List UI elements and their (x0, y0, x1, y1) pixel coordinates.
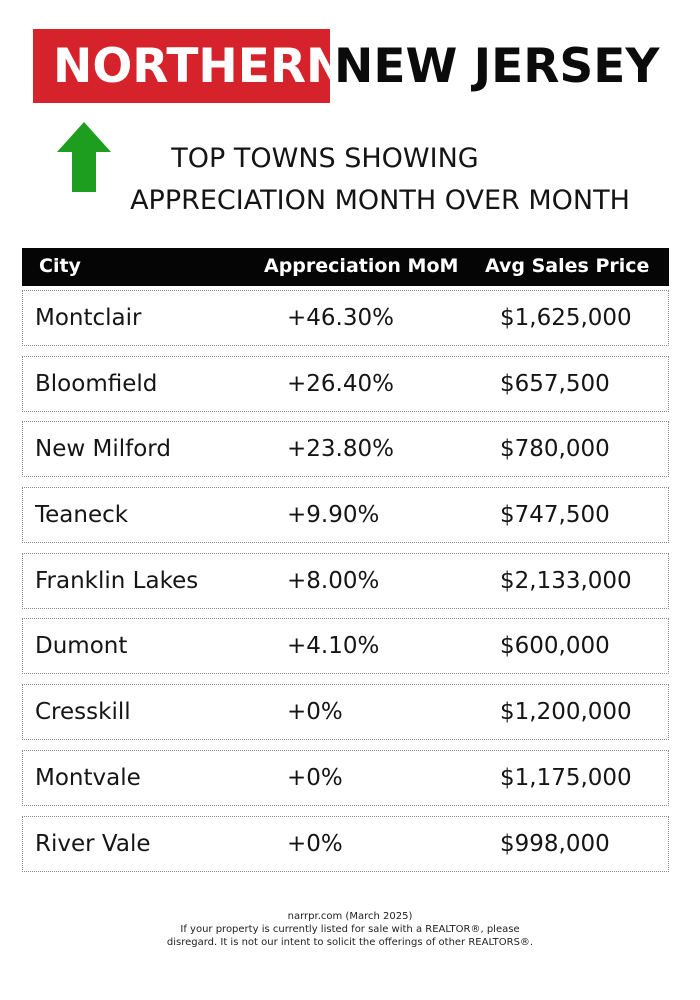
table-row: Cresskill +0% $1,200,000 (22, 684, 669, 741)
cell-price: $998,000 (500, 830, 610, 857)
cell-price: $657,500 (500, 370, 610, 397)
cell-appreciation: +8.00% (287, 567, 380, 594)
subtitle-line-1: TOP TOWNS SHOWING (171, 143, 479, 174)
table-row: Bloomfield +26.40% $657,500 (22, 355, 669, 412)
table-header: City Appreciation MoM Avg Sales Price (22, 248, 669, 286)
cell-appreciation: +4.10% (287, 633, 380, 660)
cell-appreciation: +46.30% (287, 305, 394, 331)
table-row: New Milford +23.80% $780,000 (22, 421, 669, 478)
table-row: Teaneck +9.90% $747,500 (22, 487, 669, 544)
cell-city: Bloomfield (35, 370, 158, 397)
table-row: Franklin Lakes +8.00% $2,133,000 (22, 552, 669, 609)
cell-city: River Vale (35, 830, 151, 857)
cell-price: $780,000 (500, 436, 610, 463)
table-row: Dumont +4.10% $600,000 (22, 618, 669, 675)
cell-price: $1,175,000 (500, 764, 632, 791)
cell-city: Montclair (35, 305, 142, 331)
table-row: Montclair +46.30% $1,625,000 (22, 290, 669, 346)
cell-appreciation: +0% (287, 830, 343, 857)
cell-appreciation: +9.90% (287, 502, 380, 529)
cell-price: $2,133,000 (500, 567, 632, 594)
footer: narrpr.com (March 2025) If your property… (100, 910, 600, 949)
page-title: NORTHERN NEW JERSEY (33, 29, 659, 103)
cell-city: New Milford (35, 436, 171, 463)
cell-appreciation: +0% (287, 764, 343, 791)
header-appreciation: Appreciation MoM (264, 255, 459, 277)
footer-disclaimer-line-1: If your property is currently listed for… (180, 924, 520, 935)
cell-appreciation: +0% (287, 699, 343, 726)
cell-city: Montvale (35, 764, 141, 791)
table-row: Montvale +0% $1,175,000 (22, 749, 669, 806)
cell-city: Cresskill (35, 699, 131, 726)
cell-city: Dumont (35, 633, 128, 660)
cell-price: $1,625,000 (500, 305, 632, 331)
cell-appreciation: +23.80% (287, 436, 394, 463)
title-highlight: NORTHERN (33, 29, 345, 103)
table-body: Montclair +46.30% $1,625,000 Bloomfield … (22, 290, 669, 881)
cell-price: $600,000 (500, 633, 610, 660)
footer-source: narrpr.com (March 2025) (287, 911, 413, 922)
green-up-arrow-icon (57, 122, 111, 192)
cell-city: Teaneck (35, 502, 129, 529)
header-price: Avg Sales Price (485, 255, 650, 277)
cell-price: $747,500 (500, 502, 610, 529)
cell-price: $1,200,000 (500, 699, 632, 726)
footer-disclaimer-line-2: disregard. It is not our intent to solic… (166, 937, 534, 948)
subtitle: TOP TOWNS SHOWING APPRECIATION MONTH OVE… (100, 138, 660, 222)
table-row: River Vale +0% $998,000 (22, 815, 669, 872)
cell-appreciation: +26.40% (287, 370, 394, 397)
header-city: City (39, 255, 81, 277)
subtitle-line-2: APPRECIATION MONTH OVER MONTH (130, 185, 630, 216)
cell-city: Franklin Lakes (35, 567, 199, 594)
title-rest: NEW JERSEY (334, 38, 660, 94)
